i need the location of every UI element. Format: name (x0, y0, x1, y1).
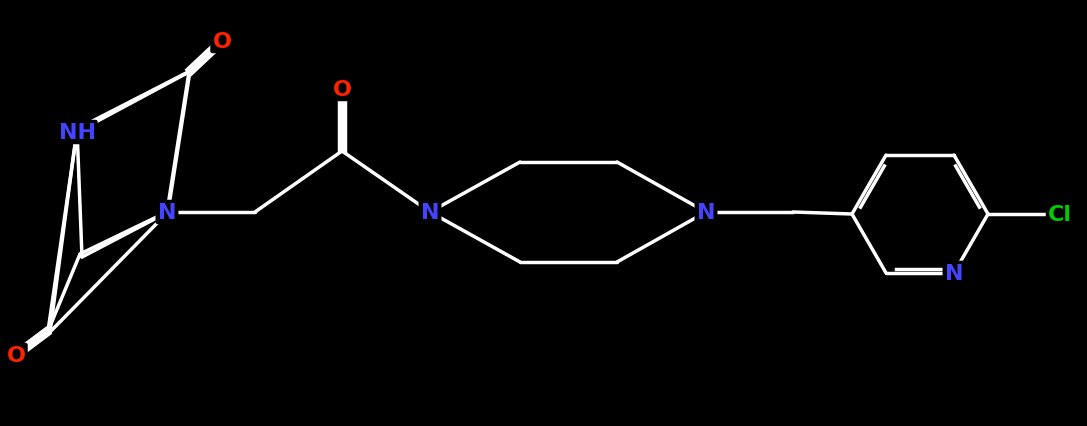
Text: O: O (212, 32, 232, 52)
Text: O: O (7, 345, 25, 365)
Text: N: N (421, 202, 439, 222)
Text: NH: NH (59, 123, 96, 143)
Text: N: N (945, 263, 963, 283)
Text: O: O (333, 80, 351, 100)
Text: N: N (697, 202, 715, 222)
Text: N: N (158, 202, 176, 222)
Text: Cl: Cl (1048, 204, 1072, 225)
